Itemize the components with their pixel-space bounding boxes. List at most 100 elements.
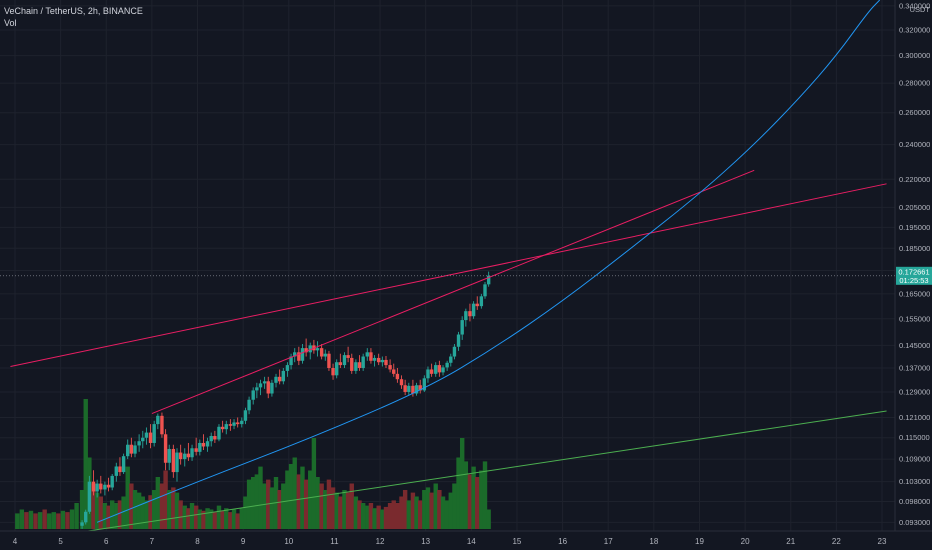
candle-body (213, 436, 217, 440)
candle-body (460, 320, 464, 335)
volume-bar (246, 479, 252, 529)
candle-body (471, 303, 476, 317)
candle-body (395, 373, 400, 380)
volume-bar (109, 500, 115, 529)
volume-bar (250, 477, 256, 529)
volume-bar (440, 496, 446, 529)
candle-body (369, 352, 373, 361)
candle-body (346, 355, 350, 358)
volume-bar (228, 512, 233, 529)
candle-body (190, 448, 194, 458)
volume-bar (174, 492, 180, 529)
volume-bar (414, 496, 419, 529)
candle-body (437, 365, 442, 373)
time-tick-label: 9 (241, 537, 246, 546)
volume-bar (486, 509, 491, 529)
candle-body (392, 369, 396, 374)
time-tick-label: 14 (467, 537, 476, 546)
candle-body (114, 466, 119, 476)
volume-bar (482, 461, 488, 529)
candle-body (289, 356, 293, 366)
candles (80, 271, 491, 529)
price-tick-label: 0.205000 (899, 203, 930, 212)
price-axis[interactable] (895, 0, 932, 531)
candle-body (361, 356, 365, 368)
candle-body (456, 334, 461, 347)
volume-bar (209, 509, 214, 529)
price-tick-label: 0.093000 (899, 518, 930, 527)
volume-bar (189, 503, 195, 529)
candle-body (209, 436, 213, 442)
candle-body (372, 357, 377, 361)
time-tick-label: 19 (695, 537, 704, 546)
time-tick-label: 6 (104, 537, 109, 546)
symbol-title[interactable]: VeChain / TetherUS, 2h, BINANCE (4, 6, 143, 16)
candle-body (277, 376, 282, 382)
volume-bar (326, 479, 332, 529)
candle-body (384, 359, 388, 366)
volume-bar (65, 512, 70, 529)
candle-body (354, 362, 358, 371)
volume-bar (114, 503, 119, 529)
volume-bar (330, 487, 336, 529)
volume-bar (254, 474, 260, 529)
volume-bar (463, 461, 469, 529)
price-tick-label: 0.240000 (899, 140, 930, 149)
candle-body (304, 348, 308, 353)
candle-body (205, 441, 210, 447)
candle-body (232, 422, 236, 426)
candle-body (418, 385, 422, 391)
candle-body (228, 424, 233, 426)
volume-bar (129, 483, 134, 529)
price-tick-label: 0.103000 (899, 477, 930, 486)
candle-body (376, 357, 381, 363)
volume-bar (117, 500, 123, 529)
candle-body (479, 296, 484, 307)
time-tick-label: 8 (195, 537, 200, 546)
candle-body (429, 369, 434, 374)
candle-body (399, 379, 404, 386)
candle-body (156, 415, 160, 425)
volume-bar (231, 509, 237, 529)
price-tick-label: 0.155000 (899, 314, 930, 323)
candle-body (258, 383, 263, 388)
volume-bar (262, 483, 267, 529)
time-tick-label: 11 (330, 537, 339, 546)
candle-body (357, 362, 362, 368)
volume-bar (296, 474, 302, 529)
candle-body (274, 376, 278, 383)
time-tick-label: 18 (649, 537, 658, 546)
candle-body (144, 432, 149, 438)
volume-bar (334, 492, 339, 529)
time-tick-label: 13 (421, 537, 430, 546)
volume-bar (102, 503, 108, 529)
price-tick-label: 0.098000 (899, 497, 930, 506)
candle-body (266, 381, 270, 394)
volume-bar (452, 483, 457, 529)
volume-bar (163, 470, 168, 529)
drawings[interactable] (10, 0, 887, 532)
candle-body (414, 385, 419, 394)
volume-bar (402, 490, 408, 529)
volume-indicator-label[interactable]: Vol (4, 18, 17, 28)
volume-bar (311, 438, 317, 529)
volume-bar (167, 490, 172, 529)
volume-bar (479, 470, 484, 529)
candle-body (194, 448, 198, 452)
time-axis[interactable] (0, 531, 932, 550)
volume-bar (338, 496, 343, 529)
candle-body (483, 284, 487, 297)
volume-bar (437, 490, 442, 529)
price-tick-label: 0.300000 (899, 51, 930, 60)
candle-body (148, 432, 153, 443)
price-tick-label: 0.109000 (899, 455, 930, 464)
volume-bar (220, 510, 225, 529)
candle-body (240, 420, 244, 425)
candle-body (468, 311, 472, 317)
candle-body (141, 437, 145, 442)
volume-bar (383, 506, 389, 529)
price-tick-label: 0.137000 (899, 363, 930, 372)
volume-bar (349, 483, 354, 529)
candle-body (315, 348, 320, 351)
